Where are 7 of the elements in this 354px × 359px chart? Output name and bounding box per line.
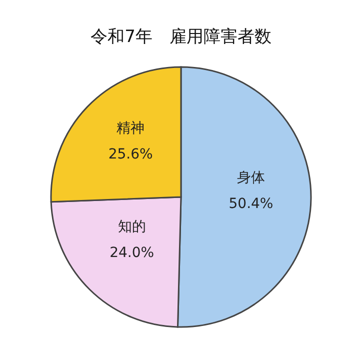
data-label: 24.0% — [110, 244, 154, 261]
data-label: 25.6% — [108, 146, 153, 162]
slice-label: 精神 — [116, 120, 145, 136]
chart-title: 令和7年 雇用障害者数 — [90, 27, 272, 47]
data-label: 50.4% — [228, 196, 274, 212]
slice-label: 知的 — [118, 218, 146, 235]
slice-label: 身体 — [236, 170, 265, 186]
